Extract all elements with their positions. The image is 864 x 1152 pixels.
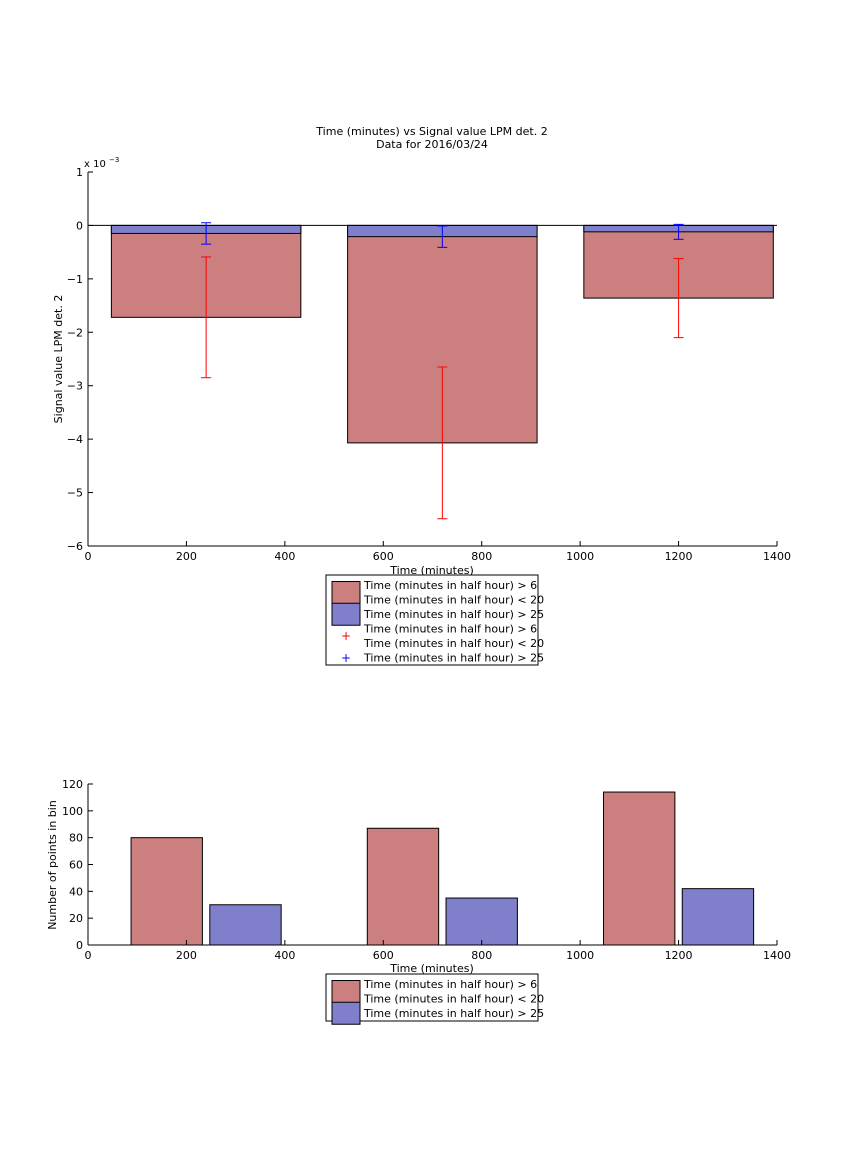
bar-series-0: [603, 791, 676, 946]
y-tick-label: −1: [67, 273, 83, 286]
x-tick-label: 400: [274, 949, 295, 962]
y-tick-label: −6: [67, 540, 83, 553]
signal-chart: Time (minutes) vs Signal value LPM det. …: [52, 125, 791, 666]
axes: 0 200 400 600 800 1000 1200 1400 0 20 40 60 80 100 120: [62, 778, 791, 962]
bars-group: [130, 791, 755, 946]
legend-label: Time (minutes in half hour) > 6: [363, 623, 537, 636]
legend-label: Time (minutes in half hour) < 20: [363, 637, 544, 650]
x-tick-label: 200: [176, 949, 197, 962]
y-axis-label: Number of points in bin: [46, 800, 59, 930]
svg-text:x 10 −3: x 10 −3: [84, 156, 119, 170]
legend-label: Time (minutes in half hour) < 20: [363, 993, 544, 1006]
y-tick-label: −5: [67, 487, 83, 500]
y-tick-label: 20: [69, 912, 83, 925]
legend-swatch: [331, 980, 361, 1003]
legend: Time (minutes in half hour) > 6 Time (min…: [325, 973, 544, 1025]
y-tick-label: 120: [62, 778, 83, 791]
legend-swatch: [331, 1001, 361, 1025]
bar-series-1: [681, 888, 755, 946]
legend-box: [325, 574, 539, 666]
legend-swatch: [331, 581, 361, 604]
legend-label: Time (minutes in half hour) > 6: [363, 579, 537, 592]
x-tick-label: 1400: [763, 949, 791, 962]
x-tick-label: 1400: [763, 550, 791, 563]
x-tick-label: 1000: [566, 550, 594, 563]
legend-label: Time (minutes in half hour) > 25: [363, 608, 544, 621]
legend-box: [325, 973, 539, 1022]
chart-subtitle: Data for 2016/03/24: [376, 138, 488, 151]
y-tick-label: −3: [67, 380, 83, 393]
legend-label: Time (minutes in half hour) > 25: [363, 1007, 544, 1020]
x-tick-label: 1000: [566, 949, 594, 962]
legend-swatch: [331, 602, 361, 626]
x-tick-label: 800: [471, 949, 492, 962]
x-tick-label: 1200: [665, 949, 693, 962]
error-bars-group: [201, 222, 684, 520]
bar-series-0: [366, 827, 440, 946]
y-tick-label: 40: [69, 885, 83, 898]
y-tick-label: 0: [76, 939, 83, 952]
x-tick-label: 0: [85, 550, 92, 563]
y-tick-label: 80: [69, 832, 83, 845]
y-tick-label: 0: [76, 219, 83, 232]
x-tick-label: 200: [176, 550, 197, 563]
x-axis-label: Time (minutes): [389, 962, 474, 975]
y-exponent-label: x 10 −3: [84, 156, 119, 170]
legend-marker: +: [341, 651, 351, 665]
legend-label: Time (minutes in half hour) > 6: [363, 978, 537, 991]
x-tick-label: 0: [85, 949, 92, 962]
y-tick-label: −4: [67, 433, 83, 446]
bar-series-0: [130, 837, 203, 946]
bar-series-1: [209, 904, 282, 946]
x-axis-label: Time (minutes): [389, 564, 474, 577]
y-tick-label: 1: [76, 166, 83, 179]
y-exponent-power: −3: [109, 156, 119, 164]
axes: 0 200 400 600 800 1000 1200 1400 1 0 −1 −2 −3 −4 −5 −6: [67, 166, 791, 563]
x-tick-label: 1200: [665, 550, 693, 563]
y-exponent-base: x 10: [84, 159, 106, 170]
x-tick-label: 400: [274, 550, 295, 563]
y-axis-label: Signal value LPM det. 2: [52, 295, 65, 424]
y-tick-label: 100: [62, 805, 83, 818]
bar-series-1: [445, 897, 518, 946]
x-tick-label: 800: [471, 550, 492, 563]
legend-marker: +: [341, 629, 351, 643]
legend-label: Time (minutes in half hour) < 20: [363, 594, 544, 607]
y-tick-label: −2: [67, 326, 83, 339]
count-chart: 0 200 400 600 800 1000 1200 1400 0 20 40 60 80 100 120…: [46, 778, 791, 1025]
x-tick-label: 600: [373, 550, 394, 563]
legend-label: Time (minutes in half hour) > 25: [363, 652, 544, 665]
chart-title: Time (minutes) vs Signal value LPM det. …: [315, 125, 547, 138]
x-tick-label: 600: [373, 949, 394, 962]
y-tick-label: 60: [69, 859, 83, 872]
